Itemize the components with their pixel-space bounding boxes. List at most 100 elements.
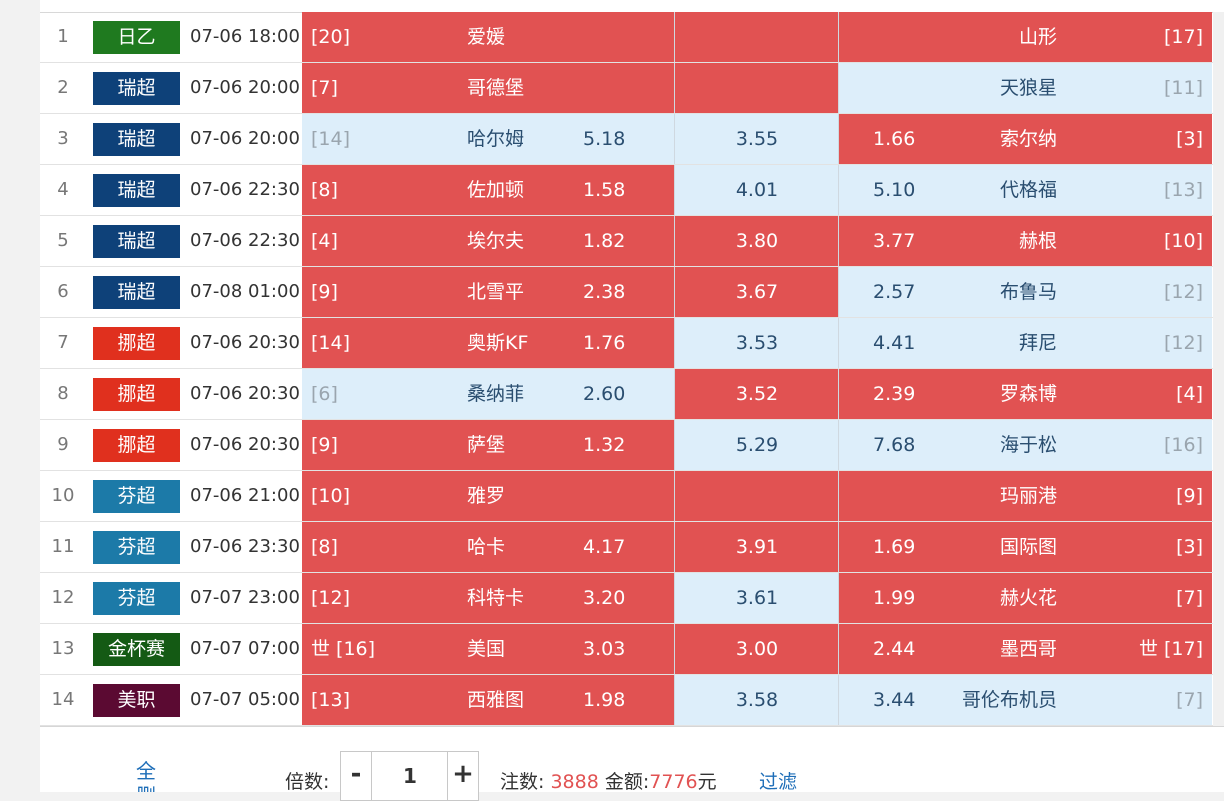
home-win-option[interactable]: [14] 哈尔姆 5.18 xyxy=(302,114,675,164)
delete-link-partial[interactable]: 删 xyxy=(136,786,158,792)
home-win-option[interactable]: [7] 哥德堡 xyxy=(302,63,675,113)
draw-odds: 5.29 xyxy=(735,434,779,456)
match-time: 07-06 22:30 xyxy=(190,179,300,200)
home-team: 佐加顿 xyxy=(467,179,525,201)
away-win-option[interactable]: 1.66 索尔纳 [3] xyxy=(839,114,1212,164)
match-row: 6 瑞超 07-08 01:00 [9] 北雪平 2.38 3.67 2.57 布鲁马 [12] xyxy=(40,267,1224,318)
home-win-option[interactable]: [8] 哈卡 4.17 xyxy=(302,522,675,572)
away-team: 赫火花 xyxy=(999,587,1057,609)
draw-option[interactable]: 3.80 xyxy=(675,216,839,266)
increase-button[interactable]: + xyxy=(447,752,478,800)
amount-label: 金额: xyxy=(604,771,650,793)
match-number: 9 xyxy=(57,434,69,455)
draw-option[interactable]: 3.00 xyxy=(675,624,839,674)
draw-odds: 4.01 xyxy=(735,179,779,201)
away-rank: [17] xyxy=(1163,26,1203,48)
draw-option[interactable]: 3.52 xyxy=(675,369,839,419)
draw-option[interactable]: 3.61 xyxy=(675,573,839,623)
home-team: 西雅图 xyxy=(467,689,525,711)
home-rank: [9] xyxy=(311,281,338,303)
match-time: 07-06 20:00 xyxy=(190,77,300,98)
league-badge: 金杯赛 xyxy=(93,633,180,666)
home-team: 北雪平 xyxy=(467,281,525,303)
home-win-option[interactable]: [4] 埃尔夫 1.82 xyxy=(302,216,675,266)
away-win-option[interactable]: 山形 [17] xyxy=(839,12,1212,62)
scroll-track[interactable] xyxy=(1213,12,1224,726)
draw-odds: 3.52 xyxy=(735,383,779,405)
match-time: 07-06 20:30 xyxy=(190,332,300,353)
away-win-option[interactable]: 4.41 拜尼 [12] xyxy=(839,318,1212,368)
draw-option[interactable]: 3.91 xyxy=(675,522,839,572)
away-win-option[interactable]: 玛丽港 [9] xyxy=(839,471,1212,521)
bet-footer: 全 删 倍数: - + 注数: 3888 金额:7776元 过滤 xyxy=(40,726,1224,801)
home-rank: [12] xyxy=(311,587,351,609)
away-odds: 3.77 xyxy=(873,230,916,252)
away-team: 海于松 xyxy=(999,434,1057,456)
decrease-button[interactable]: - xyxy=(341,752,372,800)
bets-label: 注数: xyxy=(500,771,545,793)
draw-option[interactable]: 3.58 xyxy=(675,675,839,725)
away-team: 拜尼 xyxy=(1018,332,1057,354)
home-odds: 1.82 xyxy=(583,230,626,252)
draw-option[interactable]: 3.53 xyxy=(675,318,839,368)
home-win-option[interactable]: [14] 奥斯KF 1.76 xyxy=(302,318,675,368)
draw-option[interactable]: 3.67 xyxy=(675,267,839,317)
home-win-option[interactable]: [13] 西雅图 1.98 xyxy=(302,675,675,725)
away-rank: [12] xyxy=(1163,332,1203,354)
away-team: 墨西哥 xyxy=(999,638,1057,660)
league-badge: 瑞超 xyxy=(93,123,180,156)
away-win-option[interactable]: 1.69 国际图 [3] xyxy=(839,522,1212,572)
draw-option[interactable] xyxy=(675,471,839,521)
home-win-option[interactable]: [12] 科特卡 3.20 xyxy=(302,573,675,623)
home-rank: [8] xyxy=(311,536,338,558)
away-win-option[interactable]: 天狼星 [11] xyxy=(839,63,1212,113)
away-win-option[interactable]: 2.44 墨西哥 世 [17] xyxy=(839,624,1212,674)
draw-option[interactable] xyxy=(675,12,839,62)
away-odds: 4.41 xyxy=(873,332,916,354)
draw-option[interactable]: 3.55 xyxy=(675,114,839,164)
league-badge: 芬超 xyxy=(93,480,180,513)
away-win-option[interactable]: 1.99 赫火花 [7] xyxy=(839,573,1212,623)
away-odds: 1.99 xyxy=(873,587,916,609)
away-team: 国际图 xyxy=(999,536,1057,558)
multiplier-input[interactable] xyxy=(372,752,448,800)
away-rank: [9] xyxy=(1176,485,1203,507)
away-win-option[interactable]: 5.10 代格福 [13] xyxy=(839,165,1212,215)
away-odds: 2.39 xyxy=(873,383,916,405)
away-win-option[interactable]: 2.57 布鲁马 [12] xyxy=(839,267,1212,317)
draw-option[interactable] xyxy=(675,63,839,113)
home-win-option[interactable]: [9] 北雪平 2.38 xyxy=(302,267,675,317)
home-odds: 3.03 xyxy=(583,638,626,660)
home-win-option[interactable]: [8] 佐加顿 1.58 xyxy=(302,165,675,215)
home-win-option[interactable]: [6] 桑纳菲 2.60 xyxy=(302,369,675,419)
match-row: 5 瑞超 07-06 22:30 [4] 埃尔夫 1.82 3.80 3.77 赫根 [10] xyxy=(40,216,1224,267)
away-win-option[interactable]: 2.39 罗森博 [4] xyxy=(839,369,1212,419)
match-time: 07-06 22:30 xyxy=(190,230,300,251)
home-win-option[interactable]: [20] 爱媛 xyxy=(302,12,675,62)
home-odds: 1.58 xyxy=(583,179,626,201)
draw-option[interactable]: 5.29 xyxy=(675,420,839,470)
home-win-option[interactable]: [10] 雅罗 xyxy=(302,471,675,521)
home-win-option[interactable]: 世 [16] 美国 3.03 xyxy=(302,624,675,674)
match-number: 11 xyxy=(51,536,75,557)
draw-odds: 3.53 xyxy=(735,332,779,354)
home-rank: 世 [16] xyxy=(311,638,376,660)
match-row: 9 挪超 07-06 20:30 [9] 萨堡 1.32 5.29 7.68 海于松 [16] xyxy=(40,420,1224,471)
away-odds: 2.57 xyxy=(873,281,916,303)
away-win-option[interactable]: 3.77 赫根 [10] xyxy=(839,216,1212,266)
draw-option[interactable]: 4.01 xyxy=(675,165,839,215)
away-win-option[interactable]: 3.44 哥伦布机员 [7] xyxy=(839,675,1212,725)
home-team: 爱媛 xyxy=(467,26,506,48)
away-odds: 1.66 xyxy=(873,128,916,150)
home-win-option[interactable]: [9] 萨堡 1.32 xyxy=(302,420,675,470)
select-all-link[interactable]: 全 xyxy=(136,759,156,783)
home-odds: 4.17 xyxy=(583,536,626,558)
league-badge: 挪超 xyxy=(93,327,180,360)
away-win-option[interactable]: 7.68 海于松 [16] xyxy=(839,420,1212,470)
home-team: 哥德堡 xyxy=(467,77,525,99)
away-odds: 1.69 xyxy=(873,536,916,558)
home-team: 雅罗 xyxy=(467,485,506,507)
filter-link[interactable]: 过滤 xyxy=(759,771,798,793)
match-number: 3 xyxy=(57,128,69,149)
bet-summary: 注数: 3888 金额:7776元 xyxy=(500,767,717,794)
